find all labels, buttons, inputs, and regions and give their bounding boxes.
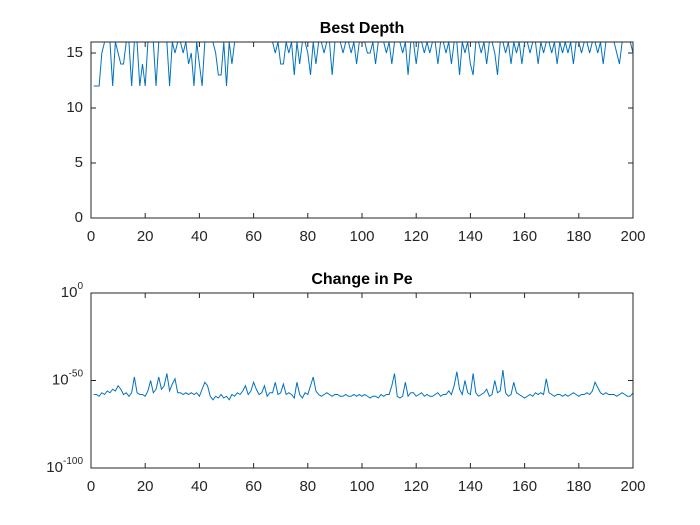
axes-title: Best Depth [320, 20, 404, 37]
x-tick-label: 200 [620, 228, 645, 245]
x-tick-label: 60 [245, 228, 262, 245]
axes: Best Depth 0 20 40 60 80 100 120 140 160 180 200 0 5 1… [66, 20, 645, 245]
axes-box [90, 292, 634, 469]
x-tick-label: 100 [349, 228, 374, 245]
x-tick-label: 20 [137, 478, 154, 495]
y-tick-label: 15 [66, 44, 83, 61]
axes: Change in Pe0 20 40 60 80 100 120 140 160 180 2001… [46, 271, 645, 495]
axes-title: Change in Pe [311, 271, 412, 288]
x-tick-label: 120 [404, 478, 429, 495]
x-tick-label: 160 [512, 228, 537, 245]
y-tick-base: 10 [46, 459, 63, 476]
x-tick-label: 40 [191, 228, 208, 245]
axes-box [90, 41, 634, 219]
x-tick-label: 140 [458, 228, 483, 245]
y-tick-label: 100 [61, 281, 84, 301]
y-tick-label: 10-50 [52, 368, 84, 388]
x-tick-label: 80 [299, 478, 316, 495]
x-tick-label: 100 [349, 478, 374, 495]
axes-background [91, 42, 633, 218]
x-tick-label: 20 [137, 228, 154, 245]
y-tick-exponent: -100 [63, 456, 83, 467]
x-tick-label: 120 [404, 228, 429, 245]
x-tick-label: 180 [566, 228, 591, 245]
y-tick-label: 0 [75, 209, 83, 226]
axes-background [91, 293, 633, 468]
y-tick-exponent: -50 [69, 368, 84, 379]
y-tick-exponent: 0 [77, 281, 83, 292]
x-tick-label: 0 [87, 228, 95, 245]
y-tick-base: 10 [61, 284, 78, 301]
y-tick-label: 10 [66, 99, 83, 116]
y-tick-label: 10-100 [46, 456, 83, 476]
x-tick-label: 40 [191, 478, 208, 495]
y-tick-label: 5 [75, 154, 83, 171]
x-tick-label: 0 [87, 478, 95, 495]
x-tick-label: 140 [458, 478, 483, 495]
x-tick-label: 80 [299, 228, 316, 245]
data-line [93, 369, 634, 401]
x-tick-label: 180 [566, 478, 591, 495]
x-tick-label: 60 [245, 478, 262, 495]
y-tick-base: 10 [52, 371, 69, 388]
x-tick-label: 200 [620, 478, 645, 495]
x-tick-label: 160 [512, 478, 537, 495]
